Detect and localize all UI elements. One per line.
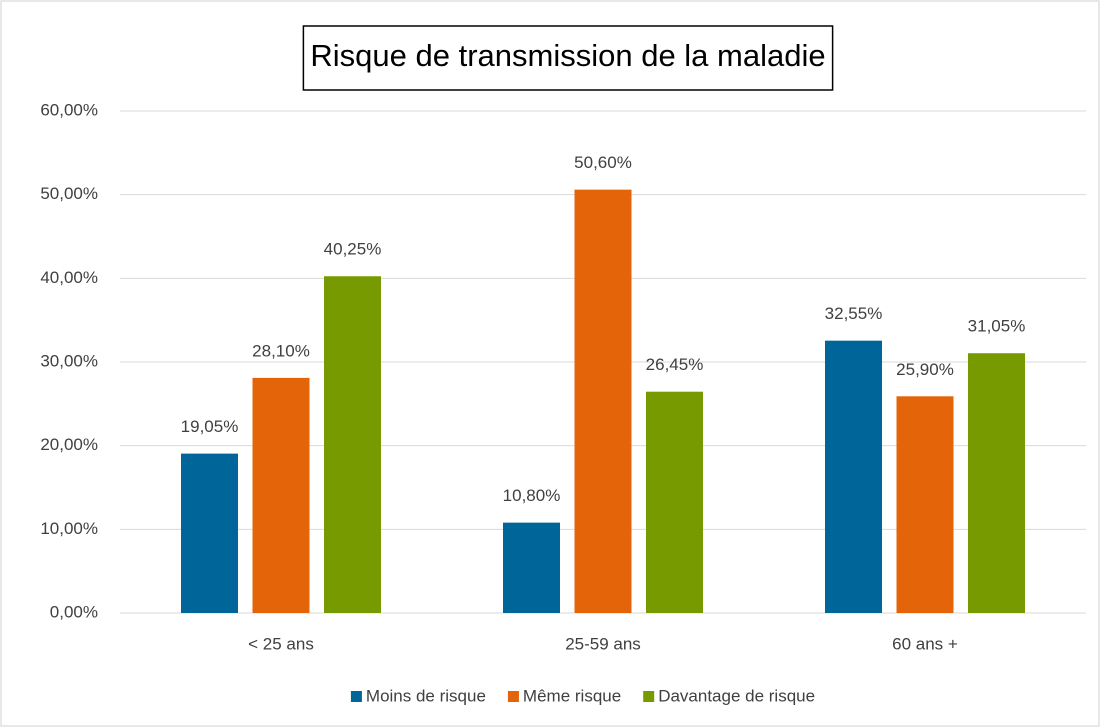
data-label: 10,80%: [503, 486, 561, 505]
legend-swatch: [507, 691, 519, 702]
data-label: 19,05%: [181, 417, 239, 436]
bar: [646, 391, 703, 613]
bar: [896, 396, 954, 613]
data-label: 28,10%: [252, 341, 310, 360]
x-tick-label: 60 ans +: [892, 634, 958, 653]
y-tick-label: 50,00%: [40, 184, 98, 203]
bar: [324, 276, 381, 613]
legend-swatch: [643, 691, 655, 702]
data-label: 31,05%: [968, 317, 1026, 336]
y-tick-label: 20,00%: [40, 435, 98, 454]
x-tick-label: 25-59 ans: [565, 634, 641, 653]
data-label: 32,55%: [825, 304, 883, 323]
data-label: 26,45%: [646, 355, 704, 374]
bar: [503, 522, 560, 613]
bar: [252, 377, 310, 613]
data-label: 40,25%: [324, 240, 382, 259]
bar: [825, 340, 882, 613]
chart-title: Risque de transmission de la maladie: [310, 38, 825, 73]
legend-label: Davantage de risque: [658, 686, 815, 705]
y-tick-label: 60,00%: [40, 100, 98, 119]
y-tick-label: 10,00%: [40, 519, 98, 538]
legend-swatch: [350, 691, 362, 702]
data-label: 25,90%: [896, 360, 954, 379]
y-tick-label: 40,00%: [40, 268, 98, 287]
y-tick-label: 0,00%: [50, 602, 98, 621]
bar: [574, 189, 632, 613]
y-tick-label: 30,00%: [40, 351, 98, 370]
x-tick-label: < 25 ans: [248, 634, 314, 653]
title-box: [302, 25, 834, 91]
legend-label: Même risque: [523, 686, 621, 705]
bar: [968, 353, 1025, 613]
legend-label: Moins de risque: [366, 686, 486, 705]
bar: [181, 453, 238, 613]
data-label: 50,60%: [574, 153, 632, 172]
